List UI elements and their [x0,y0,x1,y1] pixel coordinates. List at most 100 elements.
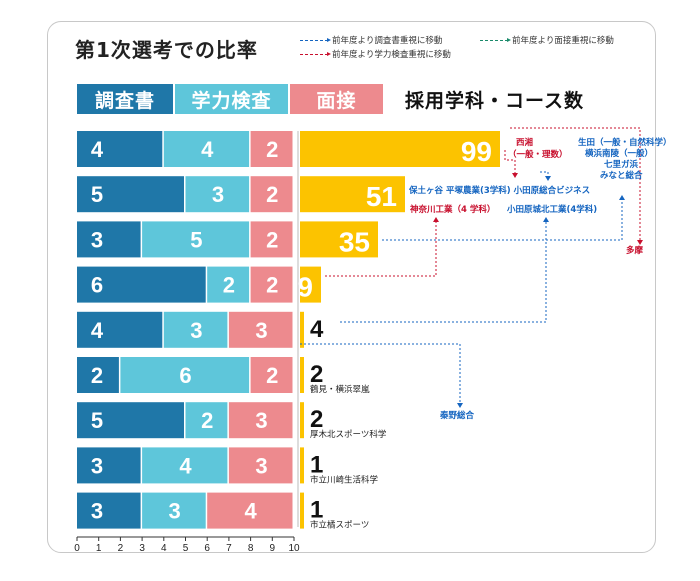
arrow-row3 [382,198,623,241]
arrow-to-tama [510,127,641,242]
arrow-head [512,173,518,178]
count-label: 2 [310,361,323,388]
gakuryoku-bar [142,221,250,258]
chousasho-bar [77,492,141,529]
bar-value-label: 2 [201,408,213,433]
mensetsu-bar [228,402,293,439]
mensetsu-bar [250,266,293,303]
bar-value-label: 3 [212,182,224,207]
legend-item-chousasho: 前年度より調査書重視に移動 [300,34,442,46]
count-bar [300,266,321,303]
x-tick-label: 6 [204,543,210,554]
annotation-ikuta4: みなと総合 [600,170,643,181]
header-chousasho: 調査書 [77,84,173,114]
bar-value-label: 4 [179,453,192,478]
count-label: 99 [461,136,492,167]
x-tick-label: 3 [139,543,145,554]
arrow-head [545,176,551,181]
count-bar [300,311,304,348]
chousasho-bar [77,176,184,213]
gakuryoku-bar [207,266,250,303]
legend-label: 前年度より調査書重視に移動 [332,36,443,46]
row-note: 市立川崎生活科学 [310,474,379,485]
arrow-head [457,403,463,408]
count-bar [300,447,304,484]
arrow-head [619,195,625,200]
bar-value-label: 6 [91,273,103,298]
count-label: 51 [366,181,397,212]
mensetsu-bar [228,311,293,348]
x-tick-label: 9 [270,543,276,554]
annotation-nishiki_sub: （一般・理数） [508,149,568,160]
count-label: 35 [339,226,370,257]
bar-value-label: 5 [190,227,202,252]
bar-value-label: 2 [266,182,278,207]
bar-value-label: 4 [244,499,257,524]
bar-value-label: 4 [201,137,214,162]
count-bar [300,176,405,213]
count-label: 1 [310,451,323,478]
bar-value-label: 3 [255,408,267,433]
bar-value-label: 3 [255,318,267,343]
legend-item-mensetsu: 前年度より面接重視に移動 [480,34,614,46]
arrow-head [637,240,643,245]
mensetsu-bar [250,357,293,393]
chousasho-bar [77,131,163,167]
annotation-kanagawa: 神奈川工業（4 学科） [410,204,495,215]
row-note: 市立橘スポーツ [310,520,369,531]
row-note: 鶴見・横浜翠嵐 [310,384,370,395]
arrow-head [433,217,439,222]
mensetsu-bar [207,492,293,529]
bar-value-label: 3 [91,499,103,524]
gakuryoku-bar [185,402,228,439]
bar-value-label: 5 [91,182,103,207]
annotation-hadano: 秦野総合 [439,410,475,421]
bar-value-label: 6 [179,363,191,388]
x-tick-label: 0 [74,543,80,554]
x-tick-label: 2 [118,543,124,554]
count-bar [300,221,378,258]
x-tick-label: 10 [288,543,300,554]
chousasho-bar [77,221,141,258]
mensetsu-bar [228,447,293,484]
arrow-to-nishiki [504,150,516,175]
annotation-nishiki: 西湘 [516,137,534,148]
arrow-to-hadano [300,343,461,405]
x-tick-label: 1 [96,543,102,554]
legend-label: 前年度より面接重視に移動 [512,36,614,46]
annotation-tama: 多摩 [626,245,644,256]
bar-value-label: 2 [266,273,278,298]
mensetsu-bar [250,131,293,167]
annotation-ikuta2: 横浜南陵（一般） [584,148,653,159]
chousasho-bar [77,402,184,439]
bar-value-label: 5 [91,408,103,433]
bar-value-label: 3 [91,227,103,252]
chousasho-bar [77,447,141,484]
bar-value-label: 2 [266,363,278,388]
header-course-count: 採用学科・コース数 [405,90,585,112]
bar-value-label: 3 [255,453,267,478]
x-tick-label: 8 [248,543,254,554]
header-mensetsu: 面接 [290,84,383,114]
gakuryoku-bar [185,176,250,213]
bar-value-label: 3 [169,499,181,524]
count-bar [300,402,304,439]
bar-value-label: 3 [190,318,202,343]
chousasho-bar [77,266,206,303]
bar-value-label: 4 [91,318,104,343]
gakuryoku-bar [163,311,228,348]
annotation-ikuta3: 七里ガ浜 [604,159,639,170]
gakuryoku-bar [120,357,250,393]
x-tick-label: 7 [226,543,232,554]
count-label: 9 [297,272,313,303]
x-tick-label: 5 [183,543,189,554]
row-note: 厚木北スポーツ科学 [310,429,387,440]
gakuryoku-bar [142,492,206,529]
bar-value-label: 4 [91,137,104,162]
count-label: 1 [310,497,323,524]
bar-value-label: 2 [266,137,278,162]
legend-item-gakuryoku: 前年度より学力検査重視に移動 [300,48,451,60]
count-bar [300,492,304,529]
annotation-row2_line: 保土ヶ谷 平塚農業(3学科) 小田原総合ビジネス [408,185,590,196]
